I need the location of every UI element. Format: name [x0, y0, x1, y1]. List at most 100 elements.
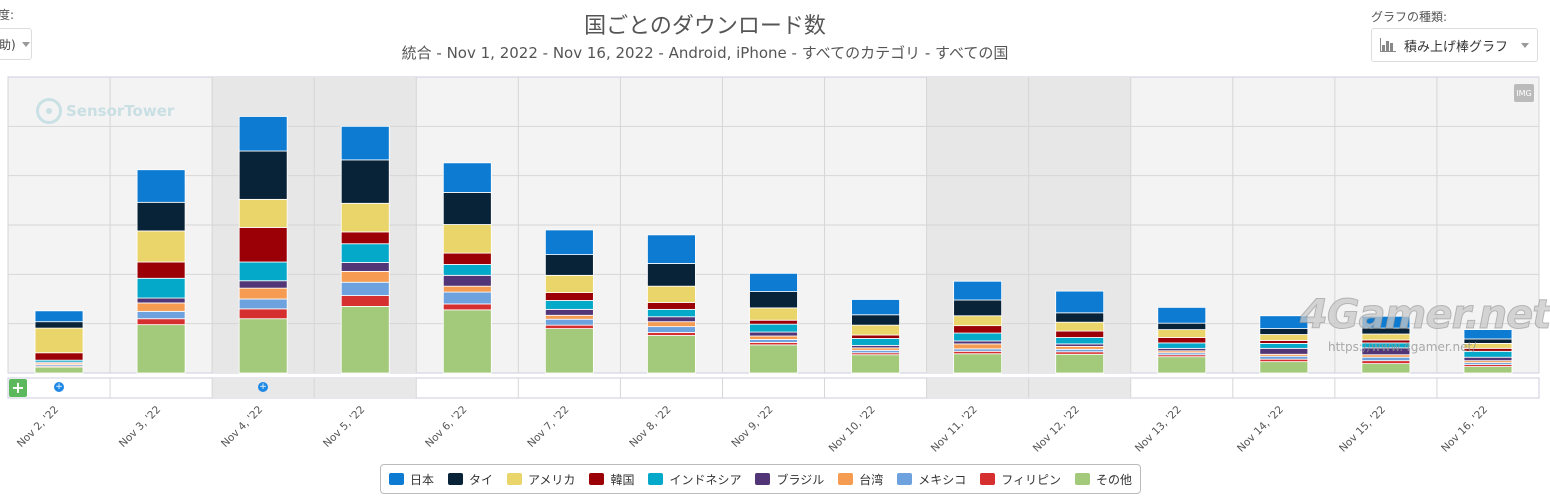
legend-item[interactable]: インドネシア — [648, 471, 741, 488]
bar-segment — [953, 332, 1003, 342]
bar-segment — [647, 308, 696, 318]
bar-segment — [442, 264, 492, 276]
timeline-start-handle[interactable]: + — [54, 381, 64, 392]
bar-segment — [340, 270, 390, 283]
bar-segment — [544, 292, 594, 301]
bar-segment — [136, 310, 186, 320]
bar-segment — [851, 324, 900, 336]
bar-segment — [953, 343, 1003, 350]
bar-segment — [647, 234, 696, 264]
chevron-down-icon — [1521, 42, 1529, 48]
legend-swatch — [1075, 473, 1091, 485]
timeline-end-handle[interactable]: + — [258, 381, 268, 392]
legend-item[interactable]: フィリピン — [980, 471, 1061, 488]
sensortower-logo-icon — [36, 98, 62, 124]
legend-swatch — [838, 473, 854, 485]
left-select[interactable]: 助) — [0, 28, 32, 60]
bar-segment — [544, 308, 594, 316]
bar-segment — [136, 230, 186, 263]
legend-swatch — [980, 473, 996, 485]
chevron-down-icon — [21, 41, 30, 47]
legend-swatch — [755, 473, 771, 485]
bar-segment — [544, 318, 594, 326]
bar-segment — [1055, 353, 1105, 374]
bar-segment — [544, 324, 594, 330]
bar-segment — [1157, 322, 1207, 330]
add-button[interactable]: + — [9, 379, 27, 397]
bar-segment — [340, 295, 390, 307]
bar-segment — [238, 287, 288, 300]
bar-segment — [442, 224, 492, 254]
bar-segment — [544, 314, 594, 320]
bar-segment — [442, 291, 492, 305]
bar-segment — [340, 243, 390, 263]
bar-segment — [442, 285, 492, 293]
bar-segment — [1157, 356, 1207, 374]
bar-segment — [851, 299, 900, 316]
legend-item[interactable]: アメリカ — [507, 471, 575, 488]
sensortower-watermark-text: SensorTower — [66, 102, 175, 120]
bar-segment — [749, 331, 798, 337]
legend-swatch — [897, 473, 913, 485]
bar-segment — [749, 335, 798, 340]
bar-segment — [749, 323, 798, 333]
legend-label: 韓国 — [610, 472, 635, 487]
bar-segment — [238, 261, 288, 282]
bar-segment — [1259, 355, 1309, 360]
legend-item[interactable]: ブラジル — [755, 471, 824, 488]
bar-segment — [647, 285, 696, 303]
legend-item[interactable]: メキシコ — [897, 471, 966, 488]
bar-segment — [340, 231, 390, 245]
chart-title: 国ごとのダウンロード数 — [584, 14, 826, 39]
bar-segment — [238, 116, 288, 152]
legend-item[interactable]: タイ — [448, 471, 493, 488]
bar-segment — [1055, 345, 1105, 350]
x-tick-label: Nov 8, '22 — [627, 404, 673, 450]
bar-segment — [1259, 347, 1309, 355]
x-tick-label: Nov 5, '22 — [321, 404, 367, 450]
left-control-label: 度: — [0, 8, 15, 22]
chart-legend: 日本 タイ アメリカ 韓国 インドネシア ブラジル 台湾 メキシコ フィリピン その他 — [380, 464, 1142, 494]
bar-segment — [544, 328, 594, 374]
bar-segment — [1157, 337, 1207, 344]
bar-segment — [953, 315, 1003, 327]
gamer-watermark-url: https://www.4gamer.net/ — [1328, 340, 1477, 354]
bar-segment — [647, 321, 696, 328]
left-select-value: 助) — [0, 37, 16, 52]
chart-type-select[interactable]: 積み上げ棒グラフ — [1371, 28, 1538, 62]
legend-item[interactable]: 台湾 — [838, 471, 883, 488]
bar-segment — [238, 280, 288, 289]
bar-segment — [749, 291, 798, 309]
x-tick-label: Nov 16, '22 — [1439, 404, 1490, 455]
chart-type-label: グラフの種類: — [1371, 10, 1448, 24]
x-tick-label: Nov 4, '22 — [219, 404, 265, 450]
bar-segment — [136, 201, 186, 232]
bar-segment — [851, 314, 900, 326]
legend-swatch — [648, 473, 664, 485]
legend-label: タイ — [469, 472, 494, 487]
bar-segment — [340, 125, 390, 161]
x-tick-label: Nov 2, '22 — [15, 404, 61, 450]
legend-item[interactable]: 日本 — [389, 471, 434, 488]
export-image-button[interactable]: IMG — [1514, 84, 1534, 102]
bar-segment — [953, 280, 1003, 301]
bar-segment — [953, 325, 1003, 334]
bar-segment — [136, 324, 186, 374]
bar-segment — [136, 277, 186, 299]
bar-chart-icon — [1380, 38, 1396, 52]
bar-segment — [340, 305, 390, 374]
legend-item[interactable]: 韓国 — [589, 471, 634, 488]
bar-segment — [442, 309, 492, 374]
bar-segment — [647, 335, 696, 374]
bar-segment — [340, 281, 390, 296]
x-tick-label: Nov 7, '22 — [525, 404, 571, 450]
bar-segment — [1055, 330, 1105, 338]
bar-segment — [1361, 315, 1411, 329]
bar-segment — [1157, 342, 1207, 349]
bar-segment — [442, 303, 492, 311]
legend-item[interactable]: その他 — [1075, 471, 1132, 488]
bar-segment — [1361, 356, 1411, 362]
bar-segment — [1055, 337, 1105, 345]
bar-segment — [544, 229, 594, 256]
bar-segment — [136, 318, 186, 326]
